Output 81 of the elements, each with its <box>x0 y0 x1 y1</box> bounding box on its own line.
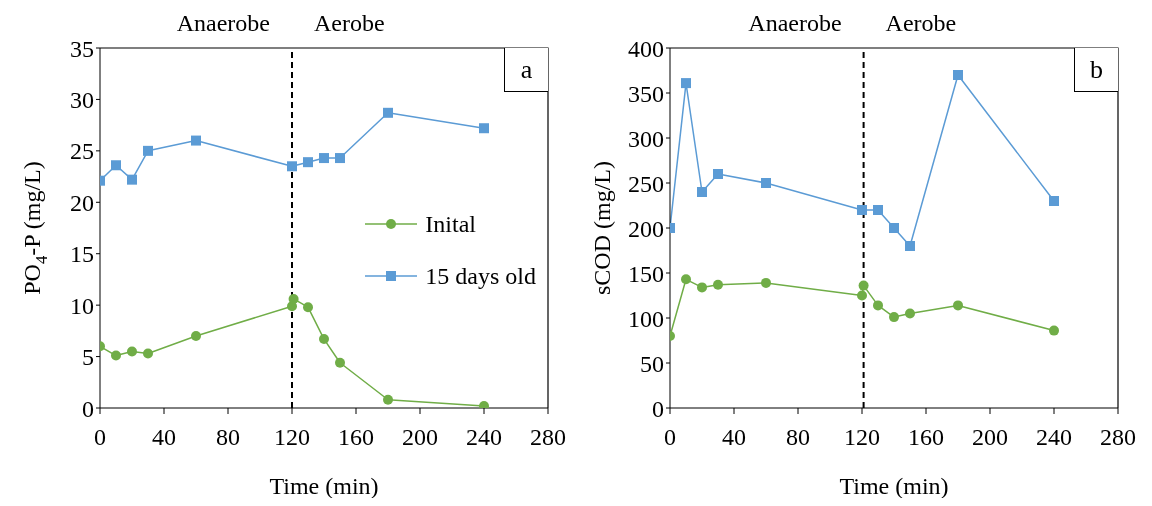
point <box>191 331 201 341</box>
y-tick-label: 15 <box>70 241 94 268</box>
point <box>761 178 771 188</box>
point <box>191 135 201 146</box>
x-tick-label: 160 <box>908 424 944 451</box>
y-tick-label: 200 <box>628 215 664 242</box>
point <box>111 350 121 361</box>
annotation: a <box>504 48 548 92</box>
y-axis-title: sCOD (mg/L) <box>589 161 615 295</box>
point <box>127 346 137 357</box>
legend-label: 15 days old <box>425 262 536 290</box>
x-tick-label: 160 <box>338 424 374 451</box>
point <box>905 241 915 251</box>
point <box>143 348 153 359</box>
text: Aerobe <box>885 10 957 37</box>
legend-label: Inital <box>425 210 476 238</box>
point <box>697 282 707 293</box>
x-tick-label: 200 <box>972 424 1008 451</box>
point <box>953 70 963 80</box>
point <box>335 357 345 368</box>
x-tick-label: 280 <box>530 424 566 451</box>
point <box>111 160 121 171</box>
point <box>319 334 329 345</box>
x-tick-label: 80 <box>216 424 240 451</box>
point <box>383 107 393 118</box>
point <box>713 279 723 290</box>
point <box>303 302 313 313</box>
point <box>873 205 883 215</box>
y-tick-label: 50 <box>640 350 664 377</box>
y-tick-label: 150 <box>628 260 664 287</box>
y-tick-label: 400 <box>628 35 664 62</box>
x-tick-label: 80 <box>786 424 810 451</box>
y-tick-label: 0 <box>82 395 94 422</box>
x-tick-label: 40 <box>722 424 746 451</box>
point <box>319 153 329 164</box>
point <box>681 274 691 285</box>
y-tick-label: 35 <box>70 35 94 62</box>
y-tick-label: 10 <box>70 292 94 319</box>
x-tick-label: 200 <box>402 424 438 451</box>
point <box>905 308 915 319</box>
y-tick-label: 25 <box>70 138 94 165</box>
point <box>288 293 299 304</box>
point <box>303 157 313 168</box>
point <box>335 153 345 164</box>
point <box>479 123 489 134</box>
point <box>857 205 867 215</box>
point <box>287 161 297 172</box>
point <box>953 300 963 311</box>
point <box>697 187 707 197</box>
point <box>383 394 393 405</box>
point <box>889 223 899 233</box>
y-tick-label: 300 <box>628 125 664 152</box>
x-tick-label: 240 <box>1036 424 1072 451</box>
point <box>127 174 137 185</box>
y-tick-label: 250 <box>628 170 664 197</box>
point <box>761 277 771 288</box>
text: Aerobe <box>314 10 385 37</box>
text: Anaerobe <box>748 10 842 37</box>
x-tick-label: 120 <box>274 424 310 451</box>
point <box>857 290 867 301</box>
point <box>1049 196 1059 206</box>
y-tick-label: 350 <box>628 80 664 107</box>
text: Anaerobe <box>176 10 270 37</box>
point <box>681 78 691 89</box>
x-tick-label: 40 <box>152 424 176 451</box>
x-tick-label: 240 <box>466 424 502 451</box>
y-tick-label: 30 <box>70 86 94 113</box>
point <box>873 300 883 311</box>
y-tick-label: 100 <box>628 305 664 332</box>
annotation: b <box>1074 48 1118 92</box>
point <box>143 145 153 156</box>
point <box>889 312 899 323</box>
y-tick-label: 0 <box>652 395 664 422</box>
point <box>713 169 723 179</box>
point <box>858 280 869 291</box>
y-tick-label: 20 <box>70 189 94 216</box>
x-tick-label: 120 <box>844 424 880 451</box>
x-tick-label: 280 <box>1100 424 1136 451</box>
point <box>479 400 489 408</box>
y-tick-label: 5 <box>82 344 94 371</box>
point <box>1049 325 1059 336</box>
